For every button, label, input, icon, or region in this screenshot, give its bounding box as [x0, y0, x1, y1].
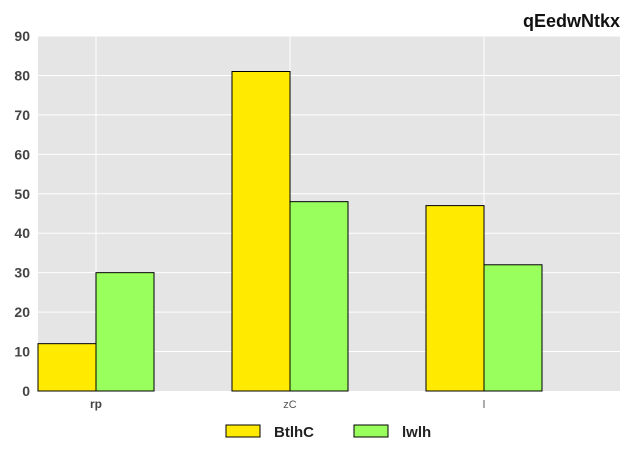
- bar-BtlhC-l: [425, 205, 485, 392]
- y-tick-label: 30: [14, 265, 30, 281]
- x-axis-ticks: rp zC l: [90, 397, 485, 411]
- legend-swatch-lwlh: [353, 424, 389, 438]
- x-tick-label: rp: [90, 397, 102, 411]
- bar-BtlhC-zC: [231, 71, 291, 392]
- legend-swatch-BtlhC: [225, 424, 261, 438]
- y-tick-label: 90: [14, 28, 30, 44]
- x-tick-label: zC: [283, 399, 297, 411]
- bar-lwlh-rp: [95, 272, 155, 392]
- bars: [37, 71, 543, 392]
- y-tick-label: 60: [14, 146, 30, 162]
- y-tick-label: 50: [14, 186, 30, 202]
- y-tick-label: 20: [14, 304, 30, 320]
- y-tick-label: 80: [14, 67, 30, 83]
- legend: BtlhC lwlh: [225, 424, 431, 441]
- legend-label-lwlh: lwlh: [402, 424, 431, 441]
- x-tick-label: l: [483, 399, 485, 411]
- y-tick-label: 40: [14, 225, 30, 241]
- bar-lwlh-l: [483, 264, 543, 392]
- legend-label-BtlhC: BtlhC: [274, 424, 314, 441]
- y-tick-label: 0: [22, 383, 30, 399]
- bar-BtlhC-rp: [37, 343, 97, 392]
- y-axis-ticks: 0 10 20 30 40 50 60 70 80 90: [14, 28, 30, 399]
- y-tick-label: 70: [14, 107, 30, 123]
- chart-title: qEedwNtkx: [523, 11, 620, 31]
- y-tick-label: 10: [14, 344, 30, 360]
- bar-lwlh-zC: [289, 201, 349, 392]
